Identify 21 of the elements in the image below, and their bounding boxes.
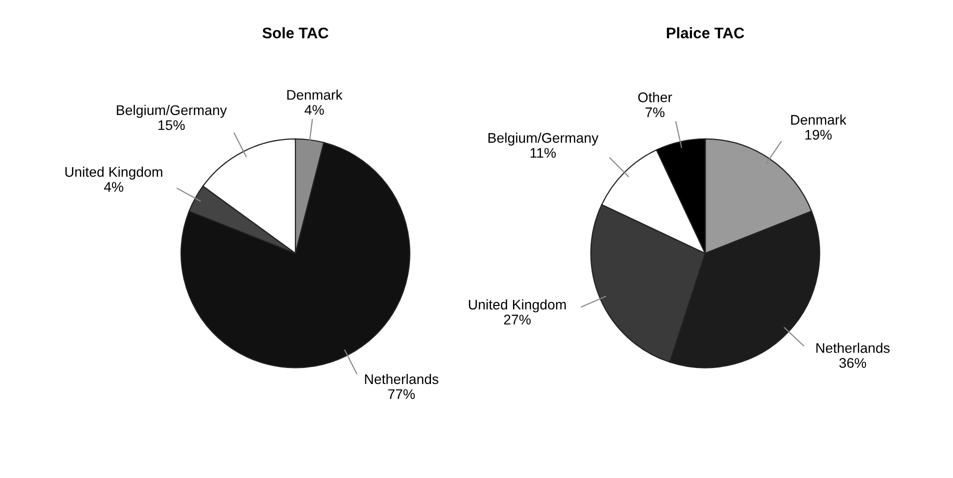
slice-label: Belgium/Germany [116,104,227,118]
data-label: 4% [304,105,324,115]
data-label: 11% [530,148,556,158]
chart-title: Sole TAC [262,27,328,38]
data-label: 4% [104,182,124,192]
slice-label: United Kingdom [65,166,162,180]
slice-label: Netherlands [365,374,438,384]
data-label: 7% [646,107,664,118]
slice-label: Denmark [791,114,846,125]
slice-label: Other [638,92,672,102]
data-label: 15% [158,120,185,130]
data-label: 77% [388,389,415,399]
slice-label: Denmark [287,90,343,100]
data-label: 19% [805,130,832,140]
pie-slice [180,142,410,368]
chart-title: Plaice TAC [666,27,744,38]
data-label: 27% [504,314,531,324]
slice-label: Netherlands [816,342,890,353]
slice-label: United Kingdom [468,299,566,312]
slice-label: Belgium/Germany [488,132,598,146]
data-label: 36% [839,358,866,368]
